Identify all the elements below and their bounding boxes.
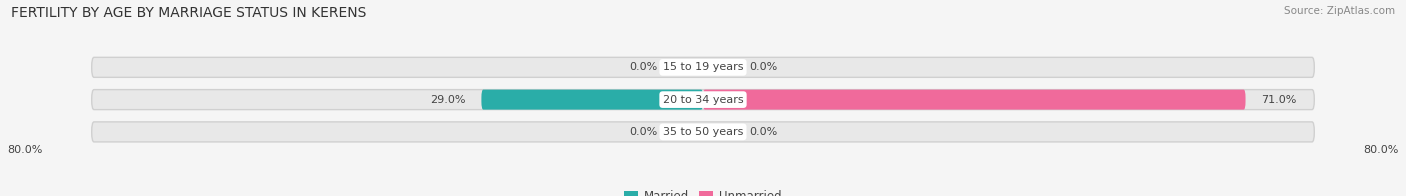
Text: 0.0%: 0.0%	[628, 127, 657, 137]
Text: 71.0%: 71.0%	[1261, 95, 1296, 105]
Text: FERTILITY BY AGE BY MARRIAGE STATUS IN KERENS: FERTILITY BY AGE BY MARRIAGE STATUS IN K…	[11, 6, 367, 20]
Text: 0.0%: 0.0%	[749, 62, 778, 72]
FancyBboxPatch shape	[91, 122, 1315, 142]
Text: 29.0%: 29.0%	[430, 95, 467, 105]
Text: 15 to 19 years: 15 to 19 years	[662, 62, 744, 72]
Text: Source: ZipAtlas.com: Source: ZipAtlas.com	[1284, 6, 1395, 16]
Text: 80.0%: 80.0%	[1362, 145, 1399, 155]
FancyBboxPatch shape	[703, 90, 1246, 110]
Legend: Married, Unmarried: Married, Unmarried	[620, 185, 786, 196]
Text: 80.0%: 80.0%	[7, 145, 44, 155]
Text: 0.0%: 0.0%	[628, 62, 657, 72]
FancyBboxPatch shape	[91, 90, 1315, 110]
Text: 35 to 50 years: 35 to 50 years	[662, 127, 744, 137]
FancyBboxPatch shape	[91, 57, 1315, 77]
Text: 20 to 34 years: 20 to 34 years	[662, 95, 744, 105]
Text: 0.0%: 0.0%	[749, 127, 778, 137]
FancyBboxPatch shape	[481, 90, 703, 110]
